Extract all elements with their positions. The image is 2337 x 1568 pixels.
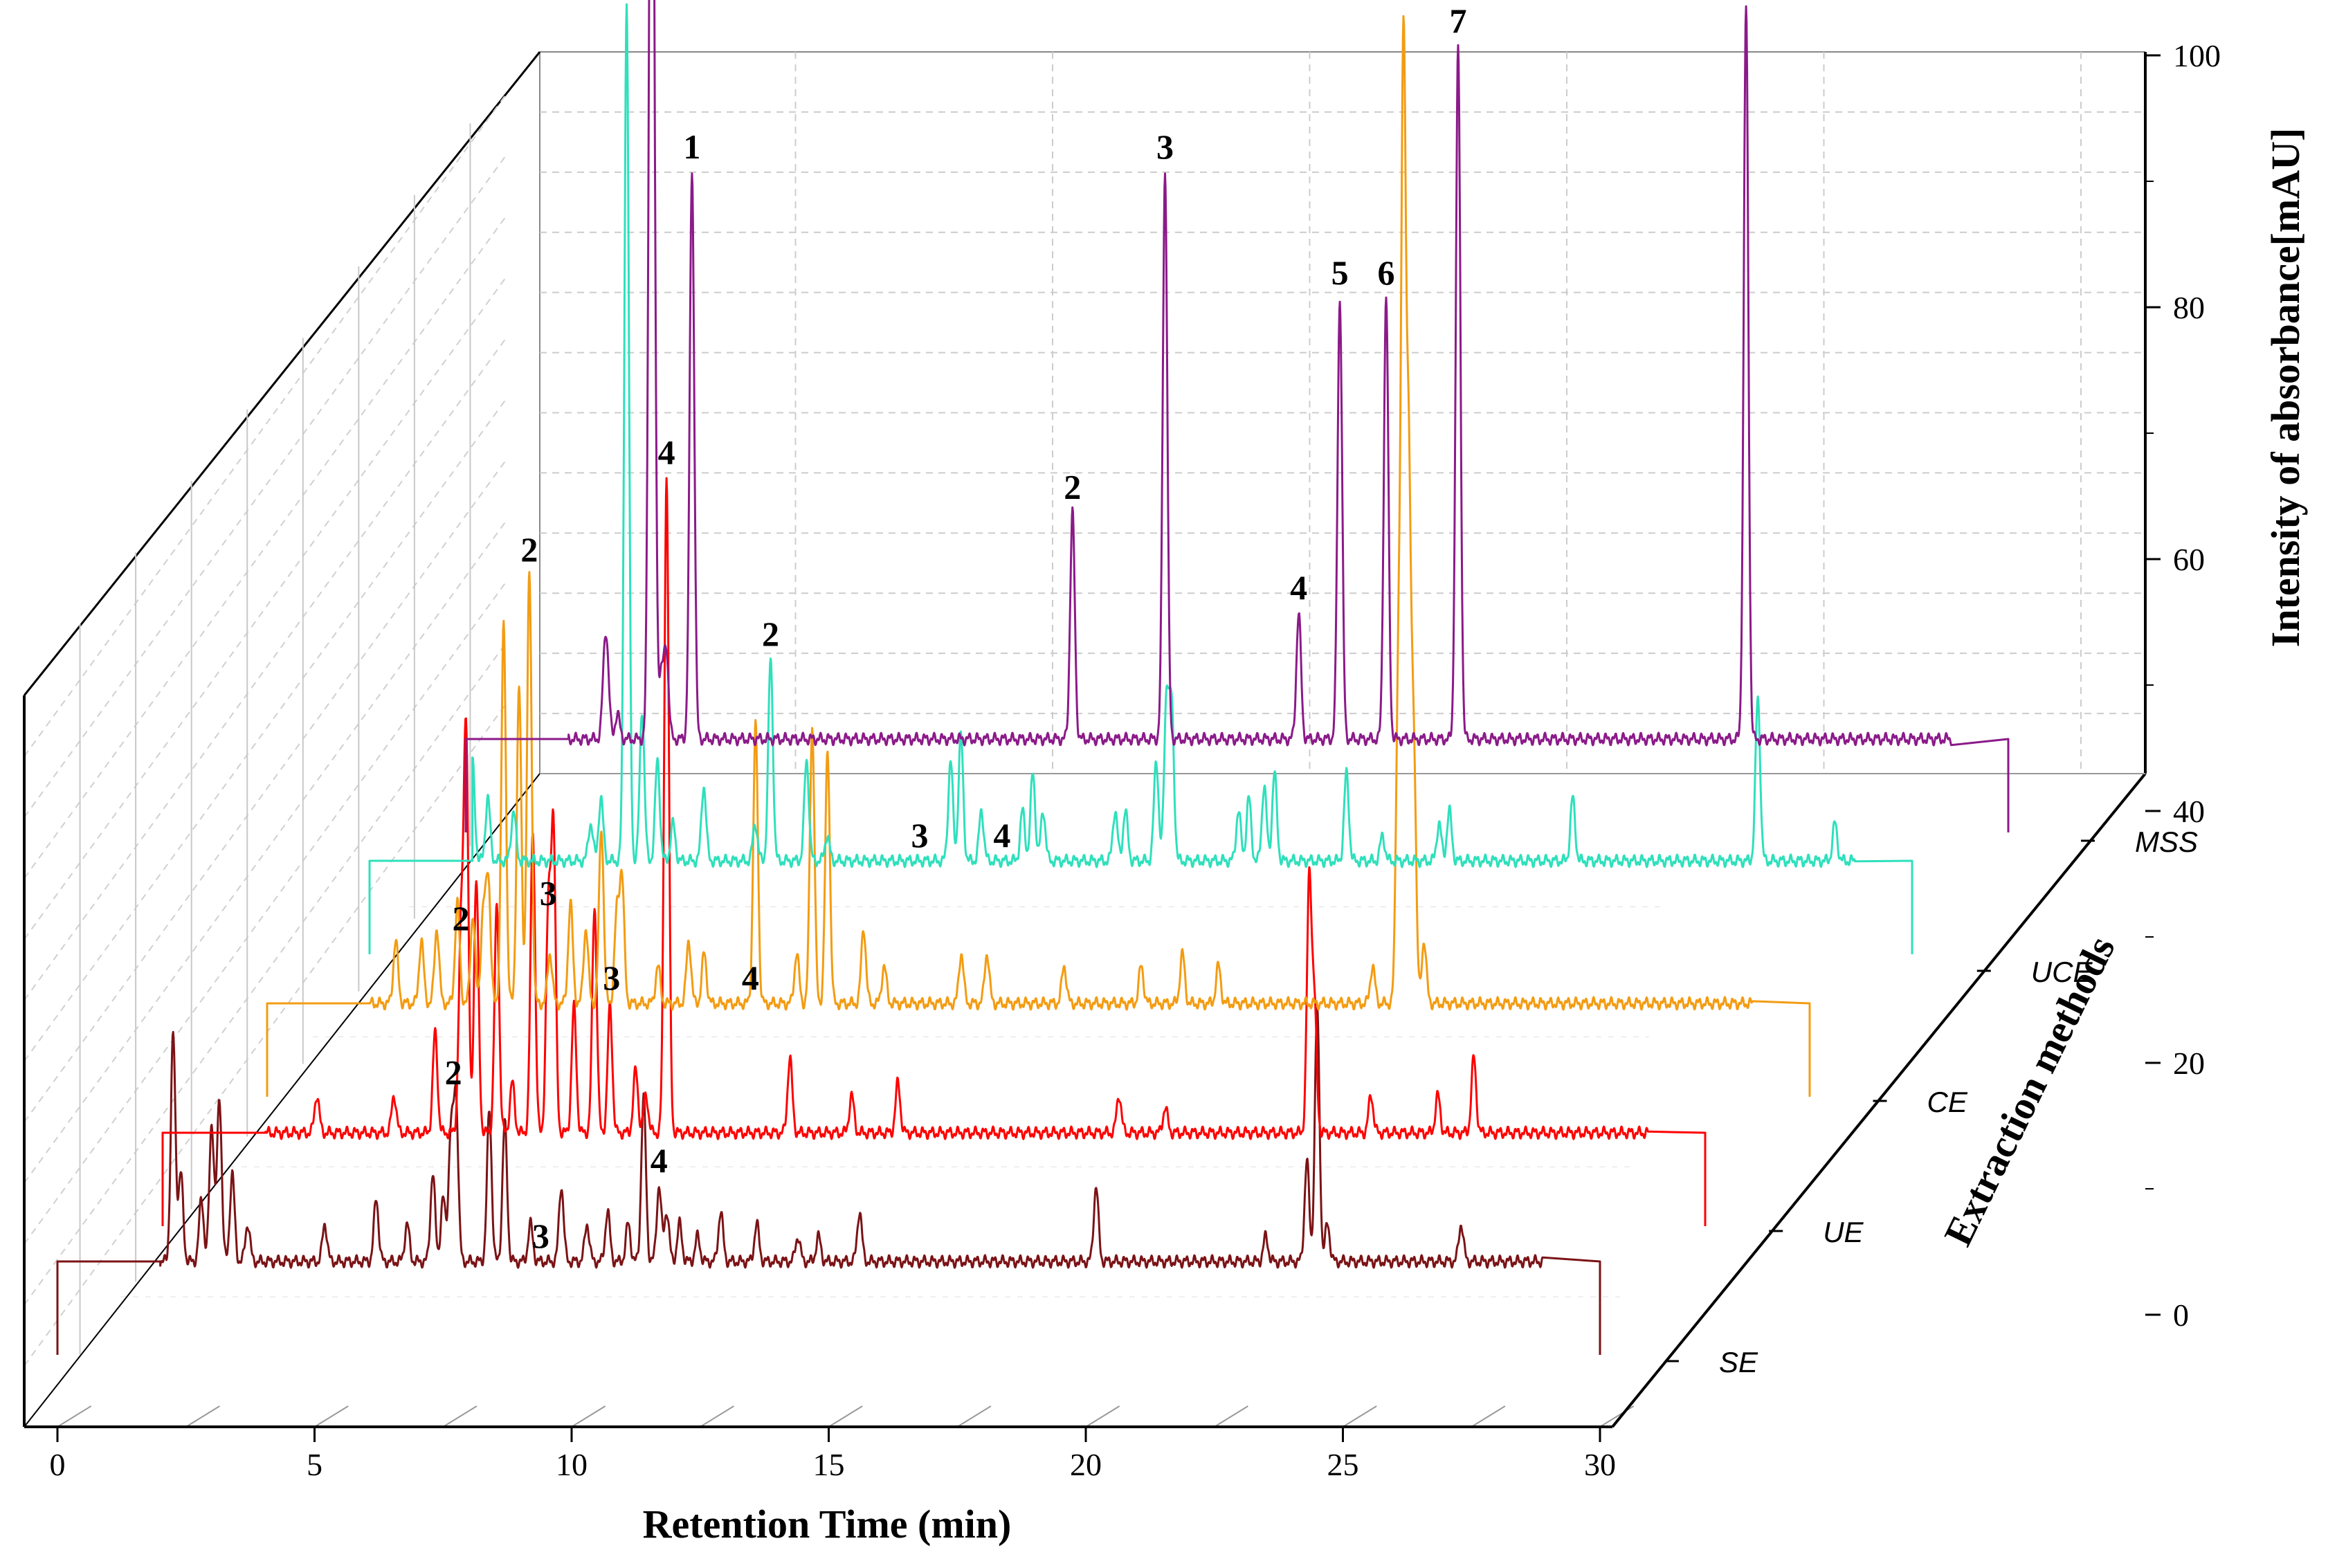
series-line-mss	[464, 0, 2010, 832]
series-layer	[56, 0, 2010, 1355]
peak-label: 3	[603, 958, 620, 997]
y-tick-label: 80	[2173, 290, 2205, 325]
method-label-uce: UCE	[2031, 956, 2093, 988]
left-gridline-diag	[24, 277, 506, 940]
peak-label: 4	[651, 1141, 668, 1180]
peak-label: 3	[540, 874, 557, 913]
left-gridline-diag	[24, 156, 506, 818]
peak-label: 3	[911, 816, 929, 855]
left-wall-top-edge	[23, 51, 541, 696]
left-gridline-diag	[24, 217, 506, 879]
x-tick-label: 15	[813, 1447, 845, 1482]
y-tick-label: 60	[2173, 542, 2205, 577]
series-line-ue	[161, 477, 1707, 1226]
peak-label: 6	[1377, 253, 1394, 292]
method-label-ue: UE	[1823, 1216, 1864, 1248]
floor-tick-diag	[828, 1405, 863, 1428]
peak-label: 2	[452, 899, 469, 938]
floor-tick-diag	[313, 1405, 349, 1428]
peak-label: 5	[1331, 253, 1349, 292]
peak-label: 2	[520, 530, 538, 569]
method-label-mss: MSS	[2135, 826, 2198, 858]
peak-label: 4	[658, 433, 675, 472]
peak-label: 2	[445, 1052, 462, 1091]
peak-label: 3	[1156, 127, 1174, 166]
peak-label: 7	[1449, 1, 1466, 40]
floor-tick-diag	[185, 1405, 220, 1428]
x-tick-label: 30	[1584, 1447, 1616, 1482]
peak-label: 2	[1064, 467, 1081, 506]
method-label-ce: CE	[1927, 1086, 1968, 1118]
x-axis-title: Retention Time (min)	[643, 1502, 1012, 1547]
x-tick-label: 10	[556, 1447, 588, 1482]
series-line-se	[56, 1007, 1601, 1355]
y-tick-label: 20	[2173, 1046, 2205, 1081]
series-line-uce	[368, 3, 1913, 954]
left-gridline-diag	[24, 338, 506, 1001]
y-tick-label: 100	[2173, 38, 2221, 73]
x-tick-label: 5	[307, 1447, 322, 1482]
left-gridline-diag	[24, 399, 506, 1062]
peak-label: 4	[993, 816, 1010, 855]
floor-tick-diag	[442, 1405, 478, 1428]
x-tick-label: 20	[1070, 1447, 1102, 1482]
y-axis-title: Intensity of absorbance[mAU]	[2263, 128, 2308, 648]
series-line-ce	[266, 15, 1811, 1097]
floor-tick-diag	[1214, 1405, 1248, 1428]
method-label-se: SE	[1719, 1346, 1758, 1378]
peak-label: 1	[683, 127, 700, 166]
floor-tick-diag	[57, 1405, 92, 1428]
floor-tick-diag	[1085, 1405, 1120, 1428]
floor-tick-diag	[571, 1405, 606, 1428]
peak-label: 4	[1290, 568, 1307, 607]
peak-label: 2	[762, 614, 779, 653]
grid-layer	[23, 51, 2145, 1428]
peak-label: 3	[532, 1216, 549, 1255]
floor-tick-diag	[956, 1405, 992, 1428]
left-gridline-diag	[24, 95, 506, 757]
peak-labels: 2 3 4 2 3 4 2 3 4 2 3 4 1 2 3 4 56 7 8	[445, 0, 1755, 1255]
floor-tick-diag	[700, 1405, 734, 1428]
left-floor-edge	[24, 773, 540, 1428]
x-tick-label: 0	[50, 1447, 66, 1482]
peak-label: 8	[1738, 0, 1755, 2]
y-tick-label: 0	[2173, 1297, 2189, 1333]
left-gridline-diag	[24, 460, 506, 1123]
left-gridline-diag	[24, 583, 506, 1245]
peak-label: 4	[742, 958, 759, 997]
x-tick-label: 25	[1327, 1447, 1359, 1482]
y-tick-label: 40	[2173, 794, 2205, 829]
floor-tick-diag	[1471, 1405, 1506, 1428]
floor-tick-diag	[1342, 1405, 1377, 1428]
